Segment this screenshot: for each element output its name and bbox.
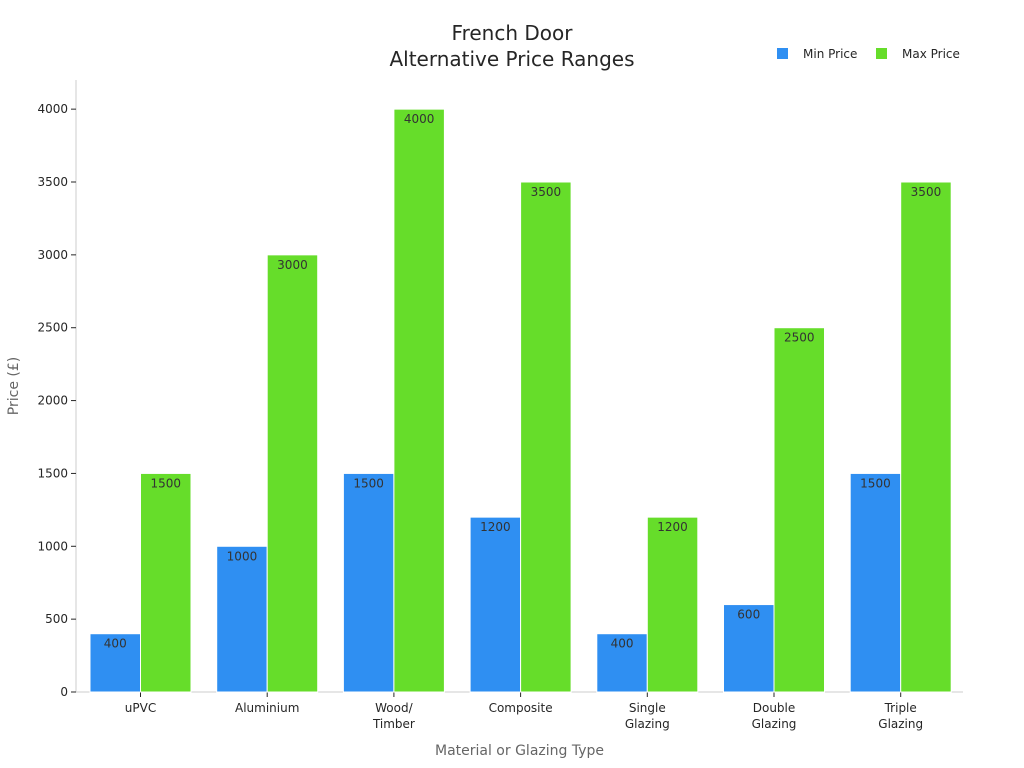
bar-min-price — [723, 604, 775, 693]
bar-value-label: 1200 — [480, 520, 511, 534]
x-tick-label: Wood/ — [375, 701, 413, 715]
bar-max-price — [266, 254, 319, 693]
legend-label: Max Price — [902, 47, 960, 61]
x-tick-label: Composite — [489, 701, 553, 715]
axes: 0 500 1000 1500 2000 2500 3000 3500 4000 Price (£… — [6, 80, 963, 759]
bar-value-label: 4000 — [404, 112, 435, 126]
chart-title-line: French Door — [452, 21, 574, 45]
y-tick-label: 1500 — [37, 466, 68, 480]
bar-value-label: 400 — [104, 637, 127, 651]
y-tick-label: 3000 — [37, 248, 68, 262]
bar-value-label: 1000 — [227, 549, 258, 563]
x-tick-label: Timber — [372, 717, 415, 731]
x-tick-label: Glazing — [878, 717, 923, 731]
bar-value-label: 1500 — [150, 476, 181, 490]
x-tick-label: Single — [629, 701, 666, 715]
x-tick-label: uPVC — [125, 701, 156, 715]
y-tick-label: 0 — [60, 685, 68, 699]
chart-title-line: Alternative Price Ranges — [389, 47, 634, 71]
x-tick-label: Glazing — [752, 717, 797, 731]
legend: Min Price Max Price — [777, 47, 960, 61]
y-tick-label: 4000 — [37, 102, 68, 116]
bar-min-price — [849, 472, 902, 693]
bar-value-label: 1200 — [657, 520, 688, 534]
bar-min-price — [216, 545, 268, 693]
bar-max-price — [140, 472, 192, 693]
bar-value-label: 1500 — [860, 476, 891, 490]
legend-swatch — [777, 48, 788, 59]
bar-value-label: 1500 — [353, 476, 384, 490]
bar-value-label: 2500 — [784, 331, 815, 345]
bar-max-price — [393, 108, 445, 693]
x-tick-label: Double — [753, 701, 796, 715]
y-axis-label: Price (£) — [6, 357, 22, 415]
bar-value-label: 3000 — [277, 258, 308, 272]
bar-min-price — [89, 633, 141, 693]
legend-label: Min Price — [803, 47, 857, 61]
bar-min-price — [469, 516, 522, 693]
bar-max-price — [646, 516, 699, 693]
y-tick-label: 3500 — [37, 175, 68, 189]
bar-value-label: 600 — [737, 608, 760, 622]
bar-min-price — [596, 633, 648, 693]
x-tick-label: Glazing — [625, 717, 670, 731]
y-tick-label: 1000 — [37, 539, 68, 553]
bar-min-price — [342, 472, 395, 693]
bar-max-price — [773, 327, 825, 693]
x-axis-label: Material or Glazing Type — [435, 743, 604, 759]
x-tick-label: Triple — [884, 701, 917, 715]
bar-value-label: 400 — [611, 637, 634, 651]
bar-max-price — [520, 181, 572, 693]
bars — [89, 108, 952, 693]
x-tick-label: Aluminium — [235, 701, 299, 715]
legend-swatch — [876, 48, 887, 59]
y-tick-label: 2500 — [37, 321, 68, 335]
data-labels: 400 1500 1000 3000 1500 4000 1200 3500 400 1200 60… — [104, 112, 941, 651]
y-tick-label: 500 — [45, 612, 68, 626]
bar-max-price — [900, 181, 952, 693]
bar-value-label: 3500 — [531, 185, 562, 199]
y-tick-label: 2000 — [37, 394, 68, 408]
bar-value-label: 3500 — [911, 185, 942, 199]
